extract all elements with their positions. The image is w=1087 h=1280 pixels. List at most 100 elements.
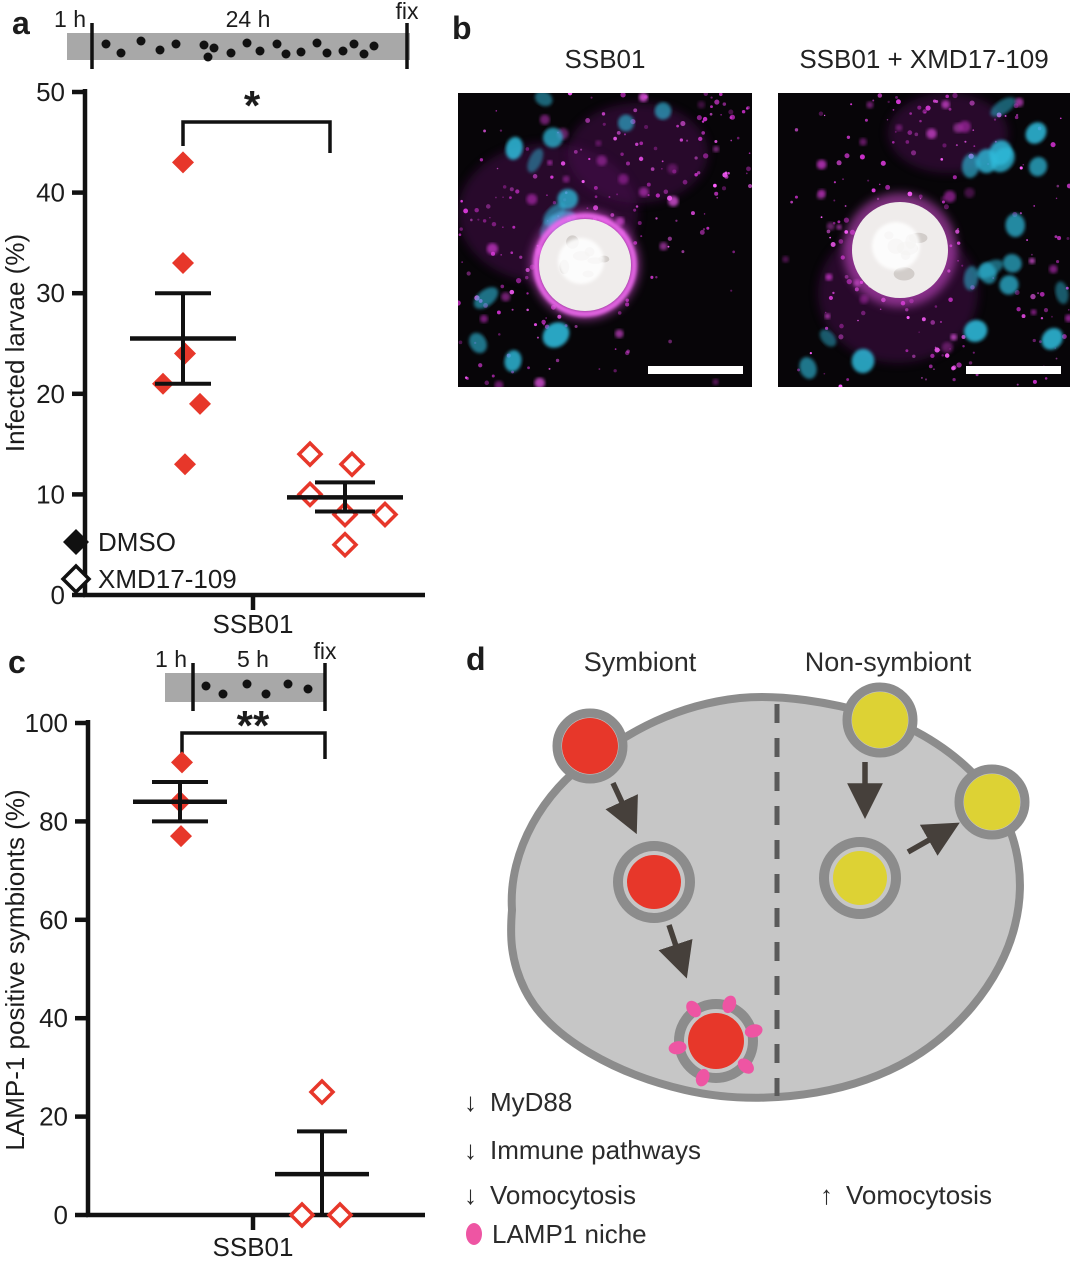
magenta-blob [697, 101, 706, 109]
magenta-blob [539, 114, 550, 125]
lamp1-niche-label: LAMP1 niche [492, 1219, 647, 1249]
magenta-speckle [541, 319, 546, 325]
uptake-arrow [605, 781, 638, 835]
magenta-speckle [823, 114, 826, 117]
magenta-blob [958, 120, 971, 133]
magenta-speckle [928, 364, 933, 369]
magenta-blob [596, 155, 608, 166]
cyan-nucleus [963, 265, 979, 291]
magenta-speckle [934, 305, 938, 308]
magenta-speckle [1016, 383, 1019, 386]
magenta-speckle [955, 144, 958, 147]
magenta-speckle [1059, 117, 1062, 120]
magenta-speckle [826, 229, 831, 234]
magenta-speckle [479, 158, 484, 162]
timeline-dots [101, 36, 379, 62]
magenta-blob [1064, 314, 1070, 323]
magenta-blob [859, 138, 867, 146]
micro-title-left: SSB01 [564, 44, 646, 74]
magenta-speckle [701, 120, 705, 123]
magenta-speckle [482, 219, 487, 223]
magenta-speckle [844, 153, 850, 159]
magenta-speckle [548, 367, 551, 370]
magenta-speckle [536, 336, 539, 339]
magenta-speckle [1054, 235, 1058, 239]
magenta-blob [825, 273, 833, 281]
magenta-speckle [581, 179, 585, 184]
timeline-dot [201, 681, 211, 691]
magenta-speckle [930, 320, 936, 325]
y-axis-title: Infected larvae (%) [0, 234, 30, 452]
timeline-dot [218, 689, 228, 699]
timeline-dot [283, 679, 293, 689]
magenta-speckle [844, 205, 847, 207]
magenta-speckle [838, 239, 844, 244]
magenta-speckle [828, 295, 833, 301]
magenta-speckle [701, 131, 706, 135]
magenta-speckle [655, 193, 661, 198]
magenta-speckle [639, 141, 644, 146]
magenta-blob [941, 100, 950, 109]
magenta-speckle [829, 236, 832, 239]
magenta-speckle [879, 308, 882, 311]
magenta-blob [638, 187, 649, 197]
significance-bracket [180, 731, 327, 759]
magenta-speckle [585, 118, 591, 123]
magenta-speckle [809, 352, 812, 355]
magenta-blob [562, 175, 570, 183]
magenta-speckle [461, 261, 463, 263]
magenta-speckle [833, 181, 836, 184]
cyan-nucleus [469, 332, 487, 354]
lamp1-dot [695, 1068, 710, 1087]
symbiont-magenta-ring [533, 213, 637, 317]
magenta-speckle [746, 106, 750, 110]
magenta-speckle [509, 196, 512, 200]
cyan-nucleus [1028, 157, 1048, 177]
magenta-speckle [496, 167, 499, 170]
panel-a-legend: DMSO XMD17-109 [60, 527, 237, 595]
magenta-blob [526, 193, 538, 205]
significance-star: * [244, 82, 261, 129]
maturation-arrow [658, 924, 693, 979]
magenta-speckle [1026, 239, 1029, 241]
magenta-speckle [941, 200, 945, 204]
magenta-speckle [713, 183, 717, 188]
magenta-speckle [832, 221, 836, 225]
magenta-speckle [1016, 307, 1021, 312]
magenta-speckle [593, 205, 599, 211]
magenta-speckle [818, 111, 824, 116]
magenta-speckle [470, 218, 473, 222]
magenta-speckle [706, 226, 710, 230]
timeline-dot [296, 47, 306, 57]
magenta-blob [826, 222, 835, 231]
magenta-speckle [824, 311, 827, 314]
magenta-speckle [790, 200, 794, 204]
magenta-speckle [860, 310, 866, 316]
magenta-speckle [887, 100, 890, 104]
magenta-speckle [694, 156, 698, 160]
x-category-label: SSB01 [213, 1232, 294, 1262]
magenta-speckle [610, 213, 615, 217]
magenta-speckle [703, 153, 709, 159]
magenta-speckle [741, 109, 746, 114]
lamp1-niche-bullet-icon [466, 1223, 482, 1245]
y-tick-label: 30 [36, 278, 65, 308]
y-tick-label: 20 [39, 1102, 68, 1132]
timeline-dot [242, 679, 252, 689]
magenta-speckle [623, 133, 627, 136]
magenta-speckle [614, 348, 617, 351]
magenta-speckle [633, 208, 637, 212]
timeline-dot [359, 49, 369, 59]
magenta-speckle [625, 302, 630, 307]
magenta-speckle [499, 129, 503, 132]
magenta-speckle [484, 380, 490, 386]
magenta-speckle [968, 361, 973, 365]
magenta-speckle [722, 102, 727, 106]
magenta-speckle [736, 136, 740, 140]
micrograph-art [458, 93, 752, 387]
magenta-speckle [859, 154, 865, 160]
magenta-speckle [871, 188, 876, 193]
magenta-speckle [895, 99, 901, 105]
magenta-speckle [921, 377, 923, 379]
magenta-speckle [728, 109, 734, 115]
